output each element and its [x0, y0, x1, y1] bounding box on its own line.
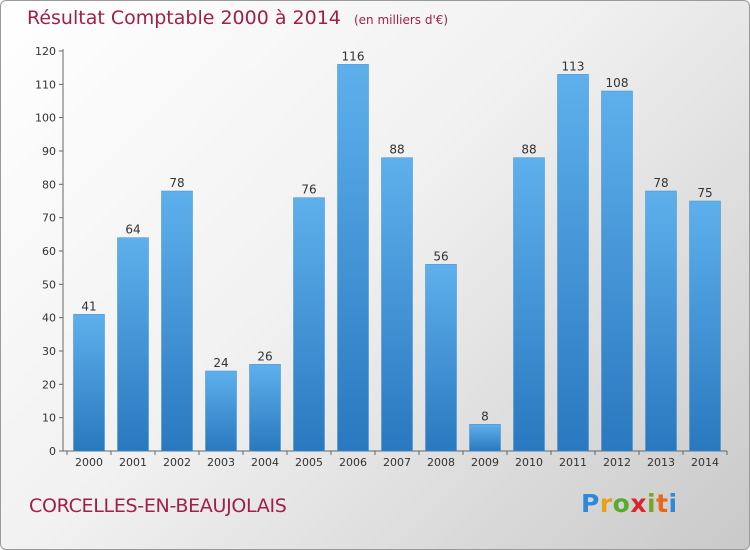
bar-2004	[249, 364, 281, 452]
y-tick-label: 30	[42, 345, 56, 358]
x-tick-label: 2001	[119, 456, 147, 469]
bar-2009	[469, 424, 501, 452]
x-tick-label: 2009	[471, 456, 499, 469]
y-tick-label: 120	[35, 45, 56, 58]
bars	[73, 64, 721, 452]
bar-2014	[689, 200, 721, 452]
data-label: 41	[81, 299, 96, 313]
data-label: 64	[125, 223, 140, 237]
x-tick-label: 2002	[163, 456, 191, 469]
x-tick-label: 2005	[295, 456, 323, 469]
x-tick-label: 2007	[383, 456, 411, 469]
bar-2000	[73, 314, 105, 452]
data-label: 108	[606, 76, 629, 90]
data-label: 113	[562, 59, 585, 73]
bar-2010	[513, 157, 545, 452]
y-tick-label: 10	[42, 412, 56, 425]
bar-2012	[601, 90, 633, 452]
y-tick-label: 90	[42, 145, 56, 158]
data-label: 8	[481, 409, 489, 423]
x-tick-label: 2014	[691, 456, 719, 469]
y-tick-label: 80	[42, 178, 56, 191]
data-label: 88	[521, 143, 536, 157]
chart-title-text: Résultat Comptable 2000 à 2014	[27, 7, 341, 29]
bar-2013	[645, 190, 677, 452]
x-tick-label: 2006	[339, 456, 367, 469]
y-tick-label: 50	[42, 278, 56, 291]
x-tick-label: 2011	[559, 456, 587, 469]
data-label: 78	[169, 176, 184, 190]
y-tick-label: 0	[49, 445, 56, 458]
x-tick-label: 2010	[515, 456, 543, 469]
bar-2002	[161, 190, 193, 452]
x-tick-label: 2004	[251, 456, 279, 469]
y-tick-label: 40	[42, 312, 56, 325]
data-label: 26	[257, 349, 272, 363]
x-tick-label: 2000	[75, 456, 103, 469]
bar-2006	[337, 64, 369, 452]
bar-2011	[557, 74, 589, 452]
bar-2008	[425, 264, 457, 452]
data-label: 116	[342, 49, 365, 63]
x-tick-label: 2003	[207, 456, 235, 469]
bar-2005	[293, 197, 325, 452]
data-label: 76	[301, 183, 316, 197]
y-tick-label: 70	[42, 212, 56, 225]
data-label: 24	[213, 356, 228, 370]
bar-2001	[117, 237, 149, 452]
y-tick-label: 60	[42, 245, 56, 258]
data-label: 75	[697, 186, 712, 200]
commune-name: CORCELLES-EN-BEAUJOLAIS	[29, 495, 287, 517]
y-tick-label: 20	[42, 378, 56, 391]
chart-unit-note: (en milliers d'€)	[353, 13, 449, 27]
x-tick-label: 2012	[603, 456, 631, 469]
x-tick-label: 2013	[647, 456, 675, 469]
proxiti-logo: Proxiti	[581, 489, 678, 518]
bar-2007	[381, 157, 413, 452]
data-label: 88	[389, 143, 404, 157]
chart-title: Résultat Comptable 2000 à 2014 (en milli…	[27, 7, 448, 29]
y-tick-label: 100	[35, 112, 56, 125]
data-label: 78	[653, 176, 668, 190]
x-tick-label: 2008	[427, 456, 455, 469]
data-label: 56	[433, 249, 448, 263]
bar-2003	[205, 370, 237, 452]
y-tick-label: 110	[35, 78, 56, 91]
